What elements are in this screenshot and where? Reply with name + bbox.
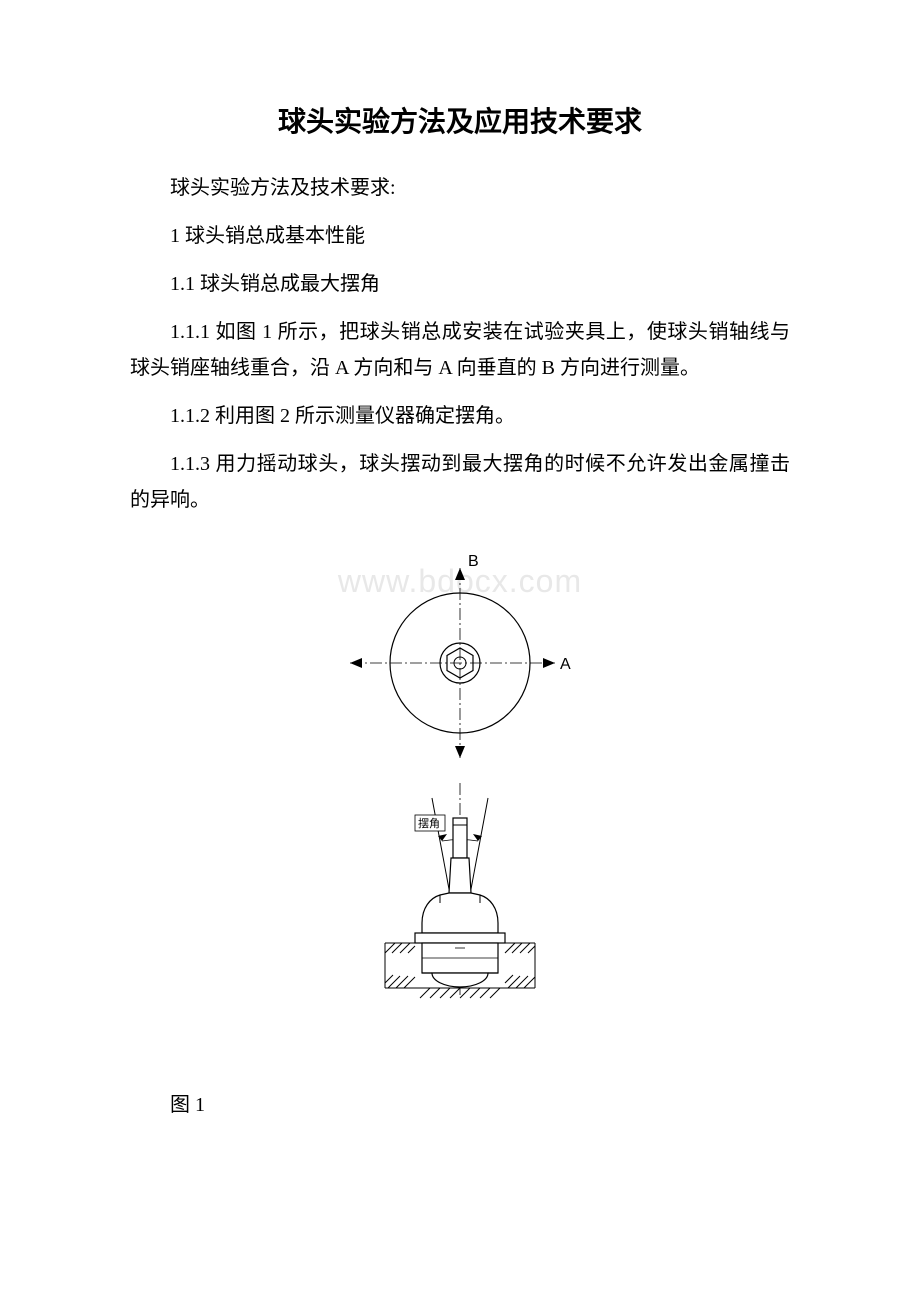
section-1: 1 球头销总成基本性能 [130, 218, 790, 254]
figure-svg-wrapper: B A [130, 543, 790, 1038]
intro-paragraph: 球头实验方法及技术要求: [130, 170, 790, 206]
angle-label: 摆角 [418, 816, 440, 830]
axis-a-label: A [560, 656, 571, 673]
section-1-1-3: 1.1.3 用力摇动球头，球头摆动到最大摆角的时候不允许发出金属撞击的异响。 [130, 446, 790, 518]
document-title: 球头实验方法及应用技术要求 [130, 100, 790, 140]
section-1-1-2: 1.1.2 利用图 2 所示测量仪器确定摆角。 [130, 398, 790, 434]
section-1-1: 1.1 球头销总成最大摆角 [130, 266, 790, 302]
section-1-1-1: 1.1.1 如图 1 所示，把球头销总成安装在试验夹具上，使球头销轴线与球头销座… [130, 314, 790, 386]
figure-1-label: 图 1 [130, 1088, 790, 1117]
axis-b-label: B [468, 553, 479, 570]
figure-1-svg: B A [320, 543, 600, 1033]
figure-1: www.bdocx.com B [130, 543, 790, 1038]
